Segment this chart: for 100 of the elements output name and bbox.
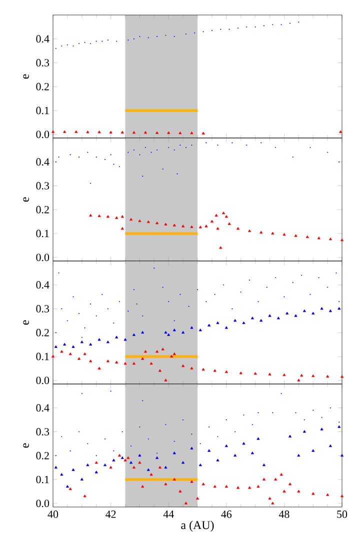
point bbox=[248, 486, 252, 489]
y-tick-label: 0.0 bbox=[36, 130, 50, 138]
point bbox=[109, 466, 112, 469]
point bbox=[312, 449, 315, 452]
y-tick-label: 0.2 bbox=[36, 206, 49, 214]
point bbox=[202, 132, 205, 134]
point bbox=[262, 464, 266, 466]
point bbox=[250, 452, 254, 454]
point bbox=[339, 130, 342, 133]
point bbox=[268, 496, 272, 500]
point bbox=[190, 480, 194, 483]
point bbox=[156, 131, 159, 134]
point bbox=[94, 461, 98, 464]
x-tick-label: 44 bbox=[163, 510, 174, 518]
point bbox=[182, 330, 185, 334]
point bbox=[242, 321, 246, 324]
x-tick-label: 46 bbox=[221, 510, 232, 518]
point bbox=[138, 454, 142, 457]
point bbox=[219, 246, 222, 249]
point bbox=[202, 482, 205, 486]
point bbox=[164, 466, 168, 469]
point bbox=[170, 354, 173, 358]
point bbox=[89, 342, 92, 346]
y-tick-label: 0.3 bbox=[36, 182, 50, 190]
point bbox=[80, 340, 84, 344]
point bbox=[60, 473, 64, 476]
point bbox=[144, 350, 147, 353]
y-tick-label: 0.1 bbox=[36, 230, 49, 238]
point bbox=[288, 434, 292, 438]
point bbox=[89, 214, 92, 217]
point bbox=[202, 368, 205, 371]
point bbox=[190, 446, 194, 450]
point bbox=[120, 130, 124, 134]
point bbox=[306, 235, 309, 238]
point bbox=[106, 340, 110, 344]
point bbox=[120, 227, 124, 230]
point bbox=[120, 215, 124, 218]
point bbox=[146, 220, 150, 224]
point bbox=[146, 468, 150, 471]
x-tick-label: 40 bbox=[48, 510, 58, 518]
point bbox=[104, 464, 107, 466]
point bbox=[178, 132, 182, 134]
point bbox=[234, 319, 237, 322]
x-tick-label: 48 bbox=[278, 510, 290, 518]
point bbox=[130, 218, 133, 221]
point bbox=[328, 309, 332, 312]
point bbox=[236, 486, 240, 489]
point bbox=[106, 215, 110, 218]
point bbox=[172, 352, 176, 356]
y-tick-label: 0.3 bbox=[36, 428, 50, 436]
point bbox=[280, 473, 283, 476]
point bbox=[222, 212, 226, 214]
point bbox=[86, 130, 90, 134]
point bbox=[320, 307, 324, 310]
point bbox=[78, 357, 81, 360]
point bbox=[317, 236, 320, 240]
point bbox=[198, 226, 202, 228]
point bbox=[167, 131, 170, 134]
point bbox=[178, 490, 182, 492]
point bbox=[242, 442, 246, 445]
point bbox=[115, 360, 118, 364]
point bbox=[54, 466, 58, 469]
point bbox=[184, 502, 188, 504]
point bbox=[54, 345, 58, 348]
point bbox=[68, 487, 72, 490]
point bbox=[120, 456, 124, 459]
point bbox=[260, 230, 263, 234]
point bbox=[297, 378, 300, 382]
point bbox=[208, 324, 211, 326]
y-tick-label: 0.2 bbox=[36, 328, 49, 336]
y-tick-label: 0.4 bbox=[36, 281, 50, 289]
point bbox=[141, 485, 144, 488]
point bbox=[190, 132, 194, 134]
point bbox=[112, 458, 116, 462]
point bbox=[158, 466, 162, 469]
point bbox=[250, 316, 254, 320]
y-axis-title: e bbox=[23, 74, 29, 79]
point bbox=[213, 485, 216, 488]
point bbox=[282, 373, 286, 376]
point bbox=[340, 494, 344, 498]
point bbox=[254, 372, 257, 375]
point bbox=[182, 364, 185, 368]
y-axis-title: e bbox=[23, 443, 29, 448]
y-tick-label: 0.2 bbox=[36, 452, 49, 460]
point bbox=[72, 345, 75, 348]
point bbox=[294, 314, 298, 317]
point bbox=[234, 454, 237, 457]
point bbox=[297, 454, 300, 457]
point bbox=[182, 224, 185, 228]
point bbox=[52, 130, 54, 133]
point bbox=[312, 312, 315, 314]
y-tick-label: 0.4 bbox=[36, 35, 50, 43]
point bbox=[274, 478, 278, 480]
point bbox=[256, 437, 260, 440]
point bbox=[248, 229, 252, 232]
point bbox=[297, 490, 300, 492]
point bbox=[326, 374, 330, 378]
point bbox=[268, 314, 272, 317]
point bbox=[150, 473, 153, 476]
point bbox=[326, 493, 330, 496]
